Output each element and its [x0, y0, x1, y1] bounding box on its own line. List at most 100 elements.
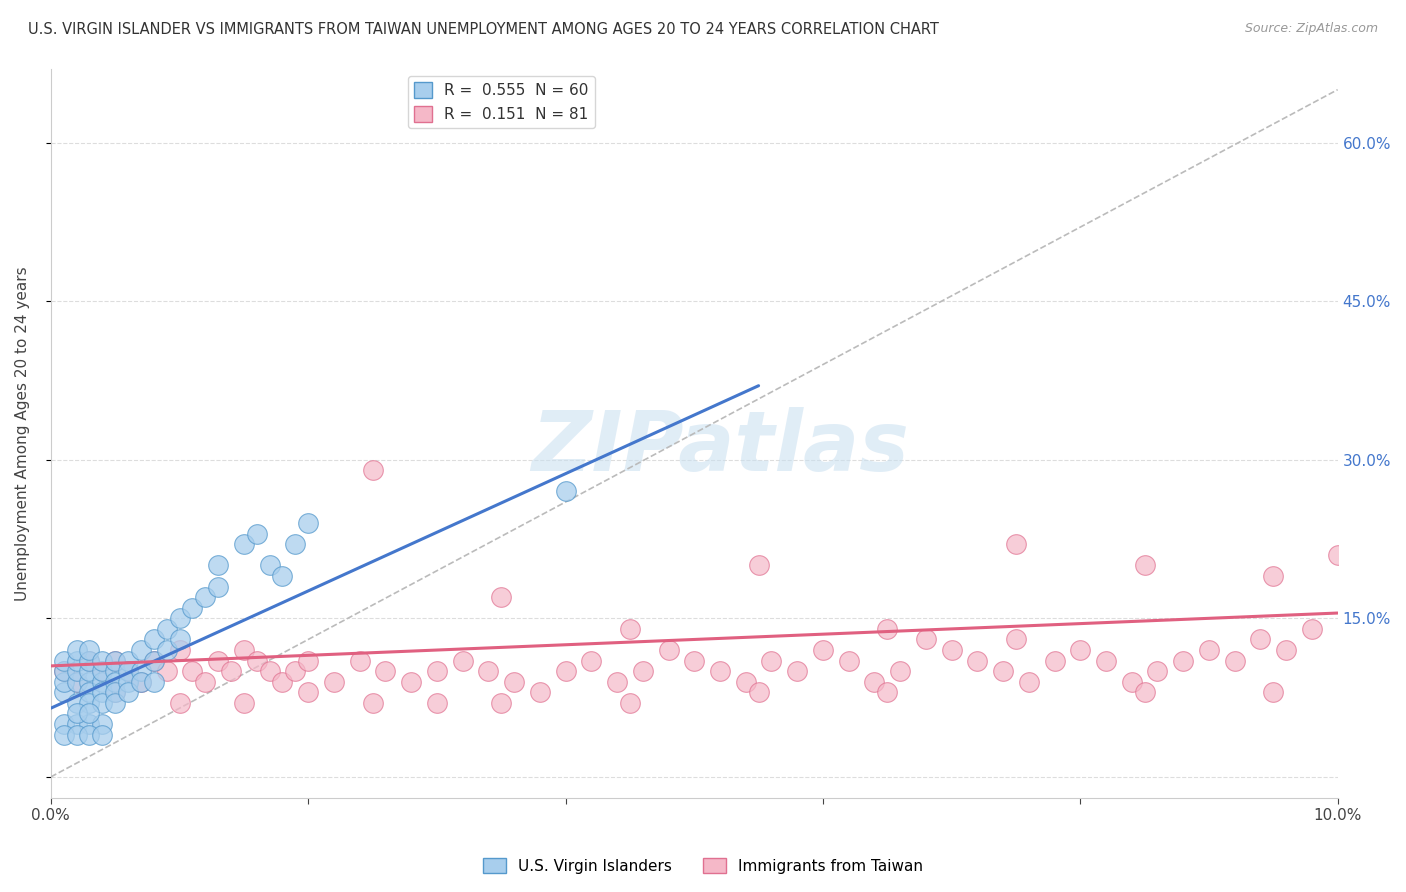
Point [941, 643, 963, 657]
Point [52, 685, 75, 699]
Point [79, 654, 101, 668]
Point [619, 622, 641, 636]
Point [52, 717, 75, 731]
Point [91, 664, 114, 678]
Point [489, 590, 512, 604]
Point [619, 696, 641, 710]
Point [838, 654, 860, 668]
Point [207, 558, 229, 573]
Point [52, 664, 75, 678]
Point [529, 685, 551, 699]
Point [156, 622, 179, 636]
Point [297, 516, 319, 531]
Point [1275, 643, 1298, 657]
Point [79, 717, 101, 731]
Point [451, 654, 474, 668]
Point [207, 580, 229, 594]
Point [169, 632, 191, 647]
Point [399, 674, 422, 689]
Point [489, 696, 512, 710]
Point [142, 654, 165, 668]
Point [219, 664, 242, 678]
Point [1095, 654, 1118, 668]
Point [889, 664, 911, 678]
Point [1005, 537, 1028, 551]
Point [581, 654, 603, 668]
Point [876, 622, 898, 636]
Point [631, 664, 654, 678]
Point [1133, 558, 1156, 573]
Point [361, 696, 384, 710]
Point [915, 632, 938, 647]
Point [91, 654, 114, 668]
Point [129, 664, 152, 678]
Point [297, 685, 319, 699]
Point [1043, 654, 1066, 668]
Y-axis label: Unemployment Among Ages 20 to 24 years: Unemployment Among Ages 20 to 24 years [15, 266, 30, 600]
Point [65, 674, 87, 689]
Point [786, 664, 808, 678]
Point [117, 674, 139, 689]
Point [194, 674, 217, 689]
Point [104, 674, 127, 689]
Point [876, 685, 898, 699]
Point [65, 674, 87, 689]
Point [65, 664, 87, 678]
Point [169, 643, 191, 657]
Point [104, 654, 127, 668]
Point [426, 664, 449, 678]
Point [104, 654, 127, 668]
Point [91, 685, 114, 699]
Point [79, 654, 101, 668]
Point [65, 696, 87, 710]
Point [52, 674, 75, 689]
Point [1263, 685, 1285, 699]
Point [259, 558, 281, 573]
Point [246, 654, 269, 668]
Point [246, 526, 269, 541]
Point [104, 696, 127, 710]
Point [1069, 643, 1091, 657]
Point [232, 696, 254, 710]
Point [79, 706, 101, 721]
Point [79, 643, 101, 657]
Point [91, 696, 114, 710]
Point [117, 685, 139, 699]
Point [1301, 622, 1323, 636]
Point [811, 643, 834, 657]
Point [1249, 632, 1271, 647]
Point [657, 643, 679, 657]
Point [156, 664, 179, 678]
Point [1223, 654, 1246, 668]
Point [91, 717, 114, 731]
Point [1173, 654, 1195, 668]
Point [117, 664, 139, 678]
Point [207, 654, 229, 668]
Point [709, 664, 731, 678]
Point [606, 674, 628, 689]
Point [142, 654, 165, 668]
Point [1005, 632, 1028, 647]
Point [1326, 548, 1348, 562]
Legend: U.S. Virgin Islanders, Immigrants from Taiwan: U.S. Virgin Islanders, Immigrants from T… [477, 852, 929, 880]
Point [761, 654, 783, 668]
Point [91, 728, 114, 742]
Legend: R =  0.555  N = 60, R =  0.151  N = 81: R = 0.555 N = 60, R = 0.151 N = 81 [408, 76, 595, 128]
Point [52, 664, 75, 678]
Point [748, 685, 770, 699]
Point [52, 728, 75, 742]
Point [1121, 674, 1143, 689]
Point [65, 643, 87, 657]
Point [284, 664, 307, 678]
Point [181, 664, 204, 678]
Text: U.S. VIRGIN ISLANDER VS IMMIGRANTS FROM TAIWAN UNEMPLOYMENT AMONG AGES 20 TO 24 : U.S. VIRGIN ISLANDER VS IMMIGRANTS FROM … [28, 22, 939, 37]
Point [79, 674, 101, 689]
Point [79, 728, 101, 742]
Point [142, 674, 165, 689]
Text: Source: ZipAtlas.com: Source: ZipAtlas.com [1244, 22, 1378, 36]
Point [323, 674, 346, 689]
Point [361, 463, 384, 477]
Point [748, 558, 770, 573]
Point [52, 654, 75, 668]
Point [232, 537, 254, 551]
